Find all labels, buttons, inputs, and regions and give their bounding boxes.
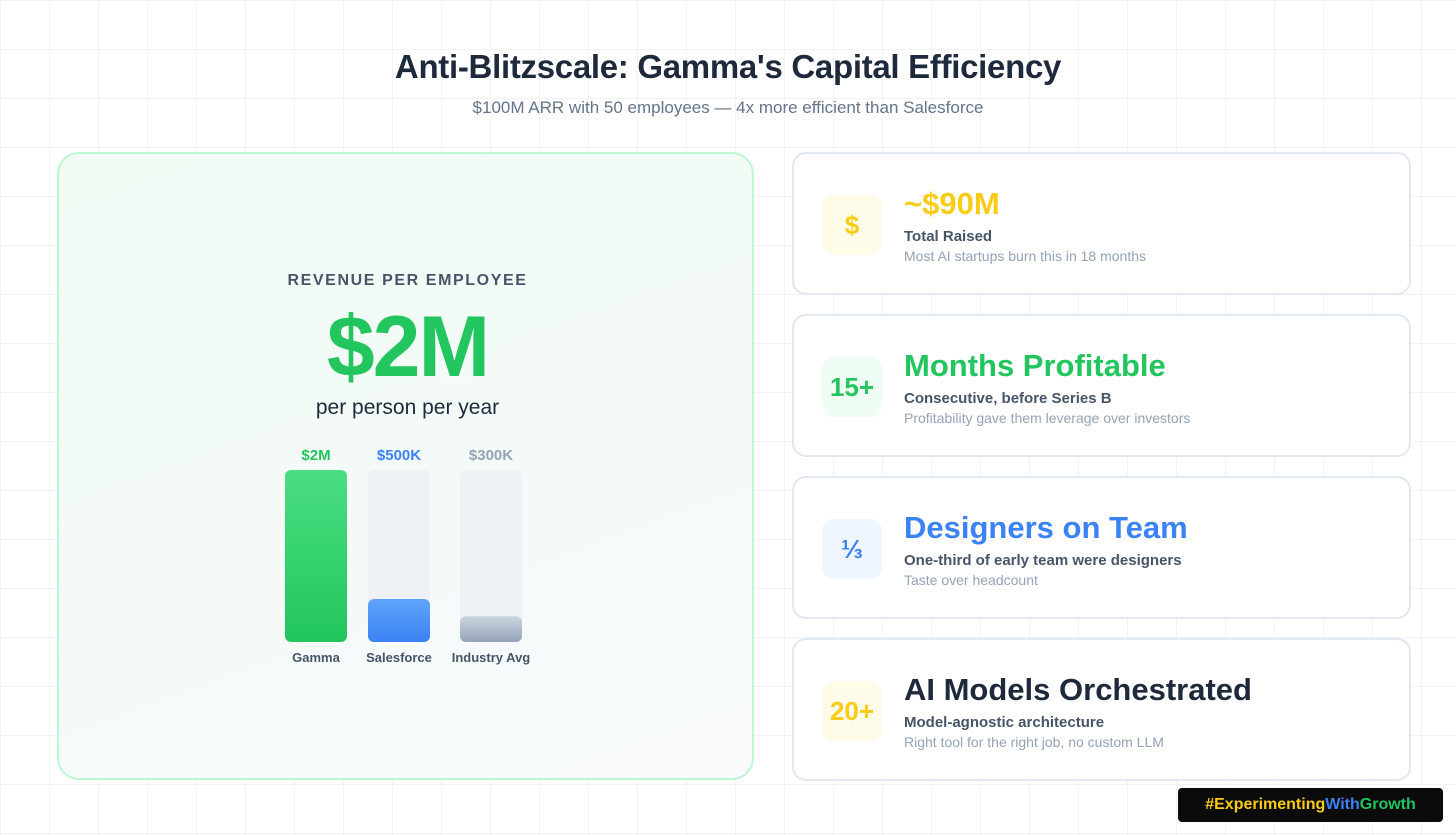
fifteen-plus-icon: 15+ [822,357,882,417]
card-label: One-third of early team were designers [904,552,1182,569]
stat-card: 15+ Months Profitable Consecutive, before … [792,314,1411,457]
card-label: Model-agnostic architecture [904,714,1105,731]
hero-unit: per person per year [315,396,500,419]
card-label: Total Raised [904,228,993,245]
card-value: Designers on Team [904,510,1188,545]
card-description: Profitability gave them leverage over in… [904,410,1191,426]
hashtag-part-growth: Growth [1359,796,1416,813]
revenue-bar-chart: $2M Gamma $500K Salesforce $300K Industry Avg [285,447,531,665]
hashtag-part-with: With [1325,796,1360,813]
card-description: Right tool for the right job, no custom … [904,734,1164,750]
hashtag-part-experimenting: #Experimenting [1205,796,1326,813]
hero-label: REVENUE PER EMPLOYEE [287,272,528,289]
bar-category-label: Gamma [292,650,340,665]
bar-gamma [285,470,347,642]
page-subtitle: $100M ARR with 50 employees — 4x more ef… [472,98,984,117]
card-value: Months Profitable [904,348,1166,383]
bar-industry-avg [460,616,522,642]
bar-category-label: Salesforce [366,650,432,665]
card-label: Consecutive, before Series B [904,390,1112,407]
stat-card: ⅓ Designers on Team One-third of early tea… [792,476,1411,619]
card-description: Most AI startups burn this in 18 months [904,248,1147,264]
hero-value: $2M [326,299,490,395]
revenue-per-employee-panel: REVENUE PER EMPLOYEE $2M per person per … [57,152,754,780]
card-value: ~$90M [904,186,1000,221]
card-description: Taste over headcount [904,572,1038,588]
header: Anti-Blitzscale: Gamma's Capital Efficie… [0,48,1456,118]
bar-value-label: $500K [377,447,421,464]
hashtag-badge: #Experimenting With Growth [1178,788,1443,822]
card-value: AI Models Orchestrated [904,672,1252,707]
bar-salesforce [368,599,430,642]
bar-track [460,470,522,642]
bar-value-label: $300K [469,447,513,464]
stat-card: 20+ AI Models Orchestrated Model-agnostic … [792,638,1411,781]
page-title: Anti-Blitzscale: Gamma's Capital Efficie… [394,48,1062,85]
twenty-plus-icon: 20+ [822,681,882,741]
one-third-icon: ⅓ [822,519,882,579]
dollar-icon: $ [822,195,882,255]
bar-value-label: $2M [301,447,330,464]
bar-category-label: Industry Avg [452,650,531,665]
stat-card: $ ~$90M Total Raised Most AI startups burn … [792,152,1411,295]
